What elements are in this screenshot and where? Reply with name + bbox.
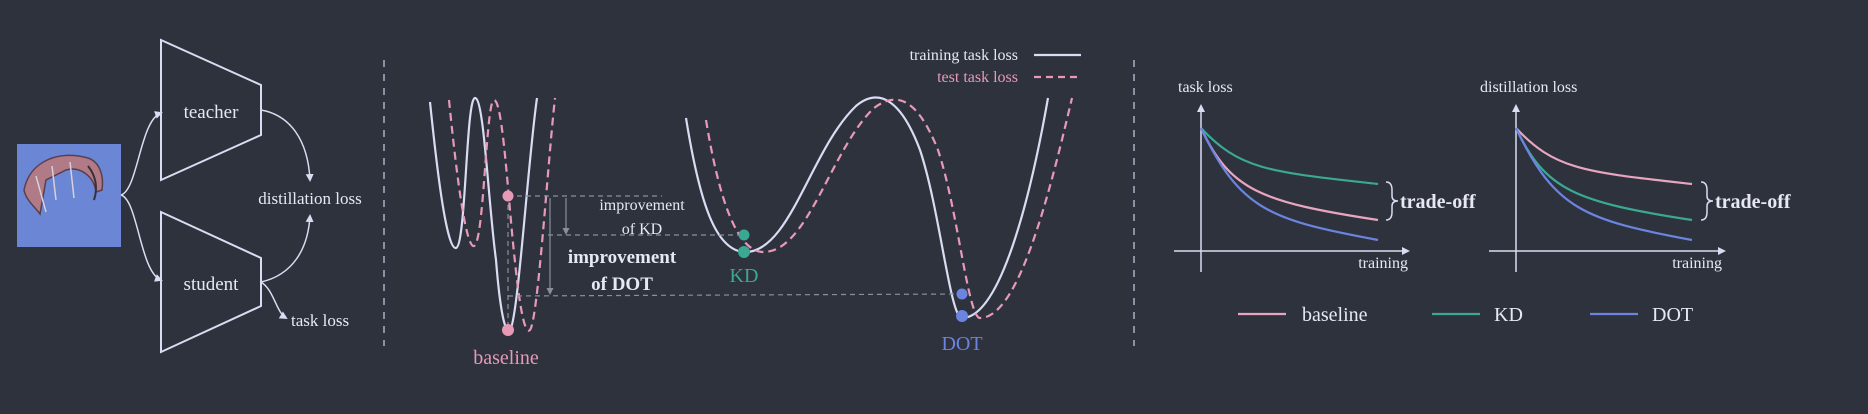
chart2-xlabel: training [1672, 255, 1722, 272]
legend-kd-label: KD [1494, 304, 1523, 326]
arrow-image-to-student [120, 194, 163, 282]
baseline-train-dot [502, 324, 514, 336]
legend-training-task-loss: training task loss [910, 47, 1018, 64]
distillation-loss-label: distillation loss [258, 189, 361, 208]
teacher-label: teacher [184, 102, 240, 123]
kite-image [17, 144, 121, 247]
task-loss-label: task loss [291, 311, 349, 330]
legend-dot-label: DOT [1652, 304, 1693, 326]
legend-baseline-label: baseline [1302, 304, 1368, 326]
chart1-dot-curve [1200, 127, 1379, 242]
improvement-kd-line2: of KD [622, 221, 662, 238]
dot-train-dot [956, 310, 968, 322]
chart2-baseline-curve [1515, 127, 1693, 186]
wide-test-curve [704, 97, 1074, 320]
teacher-block: teacher [160, 38, 262, 182]
chart1-brace [1385, 181, 1399, 221]
chart2-brace [1700, 181, 1714, 221]
improvement-dot-line1: improvement [568, 247, 677, 268]
chart1-kd-curve [1200, 127, 1379, 186]
middle-panel: training task loss test task loss improv… [428, 47, 1081, 369]
label-baseline: baseline [473, 347, 539, 369]
label-kd: KD [730, 265, 759, 287]
arrow-student-to-distill [260, 214, 314, 283]
guide-dot-test [507, 293, 963, 297]
label-dot: DOT [941, 333, 982, 355]
kd-test-dot [738, 229, 750, 241]
distillation-loss-chart: distillation loss training trade-off [1480, 79, 1791, 272]
right-panel: task loss training trade-off distillatio… [1174, 79, 1791, 326]
task-loss-chart: task loss training trade-off [1174, 79, 1476, 272]
improvement-kd-line1: improvement [599, 197, 685, 214]
baseline-test-dot [502, 190, 514, 202]
chart2-annotation: trade-off [1715, 191, 1791, 213]
kd-train-dot [738, 246, 750, 258]
left-panel: teacher student distillation loss task l… [17, 38, 362, 354]
baseline-test-curve [447, 97, 557, 332]
chart1-xlabel: training [1358, 255, 1408, 272]
arrow-teacher-to-distill [260, 109, 314, 182]
curves-legend: baseline KD DOT [1238, 304, 1693, 326]
arrow-image-to-teacher [120, 111, 163, 196]
arrow-student-to-task [260, 281, 288, 320]
chart1-ylabel: task loss [1178, 79, 1233, 96]
improvement-dot-line2: of DOT [591, 274, 653, 295]
dot-test-dot [956, 288, 968, 300]
legend-test-task-loss: test task loss [937, 69, 1018, 86]
student-label: student [184, 274, 240, 295]
chart1-annotation: trade-off [1400, 191, 1476, 213]
chart2-ylabel: distillation loss [1480, 79, 1577, 96]
chart2-dot-curve [1515, 127, 1693, 242]
student-block: student [160, 210, 262, 354]
